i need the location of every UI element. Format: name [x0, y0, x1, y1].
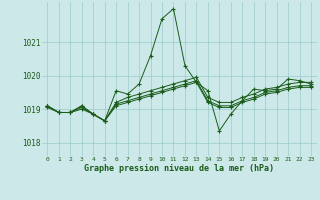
X-axis label: Graphe pression niveau de la mer (hPa): Graphe pression niveau de la mer (hPa): [84, 164, 274, 173]
